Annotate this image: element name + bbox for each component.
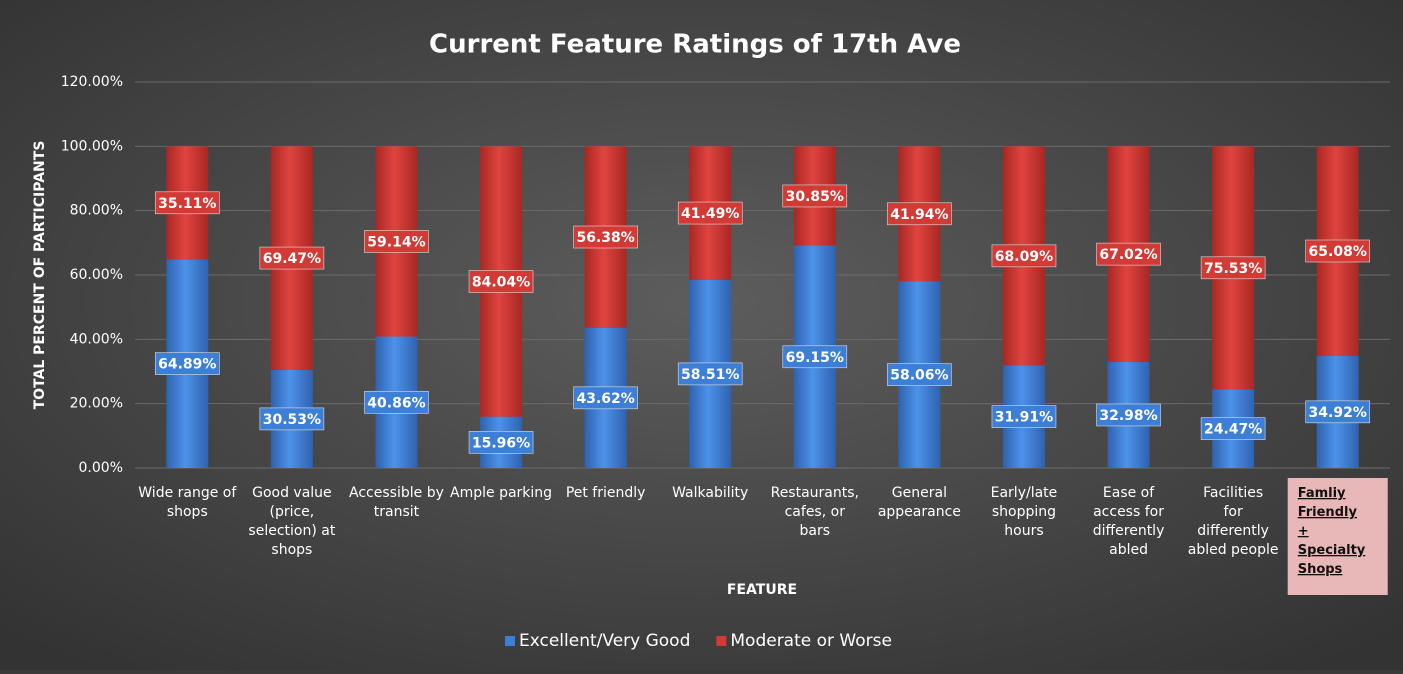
x-axis-label: FEATURE bbox=[727, 582, 797, 598]
legend-swatch bbox=[505, 636, 515, 646]
value-label-box bbox=[259, 246, 325, 270]
chart-title: Current Feature Ratings of 17th Ave bbox=[429, 30, 961, 60]
x-tick-label: Pet friendly bbox=[566, 485, 646, 501]
value-label: 32.98% bbox=[1099, 408, 1157, 424]
x-tick-label: Good value (price, selection) at shops bbox=[248, 485, 335, 558]
value-label: 69.15% bbox=[786, 350, 844, 366]
y-tick-label: 20.00% bbox=[70, 396, 123, 412]
value-label-box bbox=[573, 225, 638, 249]
x-tick-label: Facilities for differently abled people bbox=[1188, 485, 1279, 558]
value-label: 56.38% bbox=[576, 230, 634, 246]
x-tick-label: Accessible by transit bbox=[349, 485, 444, 520]
value-label: 67.02% bbox=[1099, 247, 1157, 263]
y-tick-label: 120.00% bbox=[61, 74, 123, 90]
value-label: 43.62% bbox=[576, 391, 634, 407]
x-tick-label: Restaurants, cafes, or bars bbox=[771, 485, 859, 539]
value-label: 34.92% bbox=[1309, 405, 1367, 421]
value-label-box bbox=[677, 362, 743, 386]
y-tick-label: 100.00% bbox=[61, 138, 123, 154]
value-label: 30.85% bbox=[786, 189, 844, 205]
legend-label: Moderate or Worse bbox=[730, 631, 892, 651]
y-tick-label: 80.00% bbox=[70, 203, 123, 219]
value-label-box bbox=[573, 386, 638, 410]
value-label-box bbox=[991, 405, 1057, 428]
value-label: 30.53% bbox=[263, 412, 321, 428]
value-label-box bbox=[154, 352, 220, 375]
value-label-box bbox=[364, 230, 429, 253]
value-label-box bbox=[782, 345, 848, 369]
value-label-box bbox=[1305, 239, 1371, 263]
value-label: 65.08% bbox=[1309, 244, 1367, 260]
value-label-box bbox=[887, 363, 952, 386]
value-label: 68.09% bbox=[995, 249, 1053, 265]
x-tick-label: Wide range of shops bbox=[138, 485, 237, 520]
value-label-box bbox=[1200, 256, 1266, 280]
value-label-box bbox=[1305, 400, 1371, 424]
value-label: 58.51% bbox=[681, 367, 739, 383]
y-axis-label: TOTAL PERCENT OF PARTICIPANTS bbox=[32, 141, 48, 410]
value-label-box bbox=[782, 184, 848, 208]
value-label: 58.06% bbox=[890, 368, 948, 384]
value-label: 31.91% bbox=[995, 410, 1053, 426]
value-label: 84.04% bbox=[472, 274, 530, 290]
y-tick-label: 40.00% bbox=[70, 331, 123, 347]
x-tick-label: Ease of access for differently abled bbox=[1093, 485, 1165, 558]
value-label-box bbox=[887, 202, 952, 226]
x-tick-label: Famliy Friendly + Specialty Shops bbox=[1298, 486, 1366, 577]
highlight-box bbox=[1287, 478, 1388, 595]
y-tick-label: 0.00% bbox=[79, 460, 123, 476]
legend-label: Excellent/Very Good bbox=[519, 631, 690, 651]
legend-swatch bbox=[716, 636, 727, 646]
value-label: 59.14% bbox=[367, 234, 425, 250]
value-label-box bbox=[468, 431, 534, 454]
value-label: 24.47% bbox=[1204, 422, 1262, 438]
value-label-box bbox=[1096, 403, 1161, 427]
y-tick-label: 60.00% bbox=[70, 267, 123, 283]
value-label: 75.53% bbox=[1204, 261, 1262, 277]
value-label-box bbox=[991, 244, 1057, 268]
value-label-box bbox=[1096, 242, 1161, 266]
value-label: 64.89% bbox=[158, 357, 216, 373]
value-label: 40.86% bbox=[367, 395, 425, 411]
value-label-box bbox=[154, 191, 220, 215]
x-tick-label: Ample parking bbox=[450, 485, 552, 501]
value-label: 15.96% bbox=[472, 435, 530, 451]
x-tick-label: Walkability bbox=[672, 485, 748, 501]
value-label: 41.94% bbox=[890, 207, 948, 223]
value-label: 41.49% bbox=[681, 206, 739, 222]
value-label: 69.47% bbox=[263, 251, 321, 267]
value-label: 35.11% bbox=[158, 196, 216, 212]
x-tick-label: General appearance bbox=[878, 485, 961, 520]
value-label-box bbox=[677, 201, 743, 225]
x-tick-label: Early/late shopping hours bbox=[991, 485, 1058, 539]
value-label-box bbox=[364, 390, 429, 414]
value-label-box bbox=[468, 270, 534, 293]
value-label-box bbox=[259, 407, 325, 431]
value-label-box bbox=[1200, 417, 1266, 440]
